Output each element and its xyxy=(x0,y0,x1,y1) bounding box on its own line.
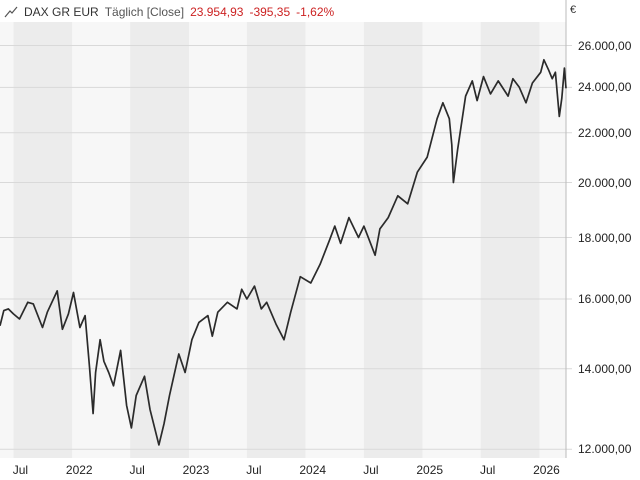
x-tick-label: 2024 xyxy=(299,463,327,477)
period-band xyxy=(363,22,423,458)
x-tick-label: Jul xyxy=(479,463,496,477)
period-band xyxy=(13,22,73,458)
y-tick-label: 26.000,00 xyxy=(578,38,632,53)
interval-mode: Täglich [Close] xyxy=(104,5,185,19)
last-value: 23.954,93 xyxy=(190,5,244,19)
y-tick-label: 12.000,00 xyxy=(578,442,632,457)
period-band xyxy=(72,22,131,458)
change-absolute: -395,35 xyxy=(249,5,291,19)
y-tick-label: 18.000,00 xyxy=(578,230,632,245)
x-tick-label: 2026 xyxy=(533,463,560,477)
x-tick-label: 2022 xyxy=(65,463,93,477)
y-tick-label: 20.000,00 xyxy=(578,175,632,190)
line-chart-icon xyxy=(4,6,18,18)
y-tick-label: 14.000,00 xyxy=(578,361,632,376)
period-band xyxy=(188,22,247,458)
change-percent: -1,62% xyxy=(296,5,335,19)
x-tick-label: 2023 xyxy=(182,463,210,477)
chart-legend: DAX GR EUR Täglich [Close] 23.954,93 -39… xyxy=(4,3,339,21)
instrument-name: DAX GR EUR xyxy=(24,5,99,19)
period-band xyxy=(0,22,14,458)
price-line-series xyxy=(0,58,567,446)
y-tick-label: 22.000,00 xyxy=(578,125,632,140)
period-band xyxy=(246,22,306,458)
x-tick-label: 2025 xyxy=(416,463,444,477)
x-tick-label: Jul xyxy=(129,463,145,477)
x-tick-label: Jul xyxy=(12,463,29,477)
y-tick-label: 16.000,00 xyxy=(578,292,632,307)
period-bands xyxy=(0,22,566,458)
currency-label: € xyxy=(570,4,577,16)
y-tick-label: 24.000,00 xyxy=(578,80,632,95)
period-band xyxy=(422,22,481,458)
x-tick-label: Jul xyxy=(363,463,379,477)
period-band xyxy=(305,22,364,458)
grid-lines xyxy=(0,0,572,458)
x-tick-label: Jul xyxy=(246,463,262,477)
